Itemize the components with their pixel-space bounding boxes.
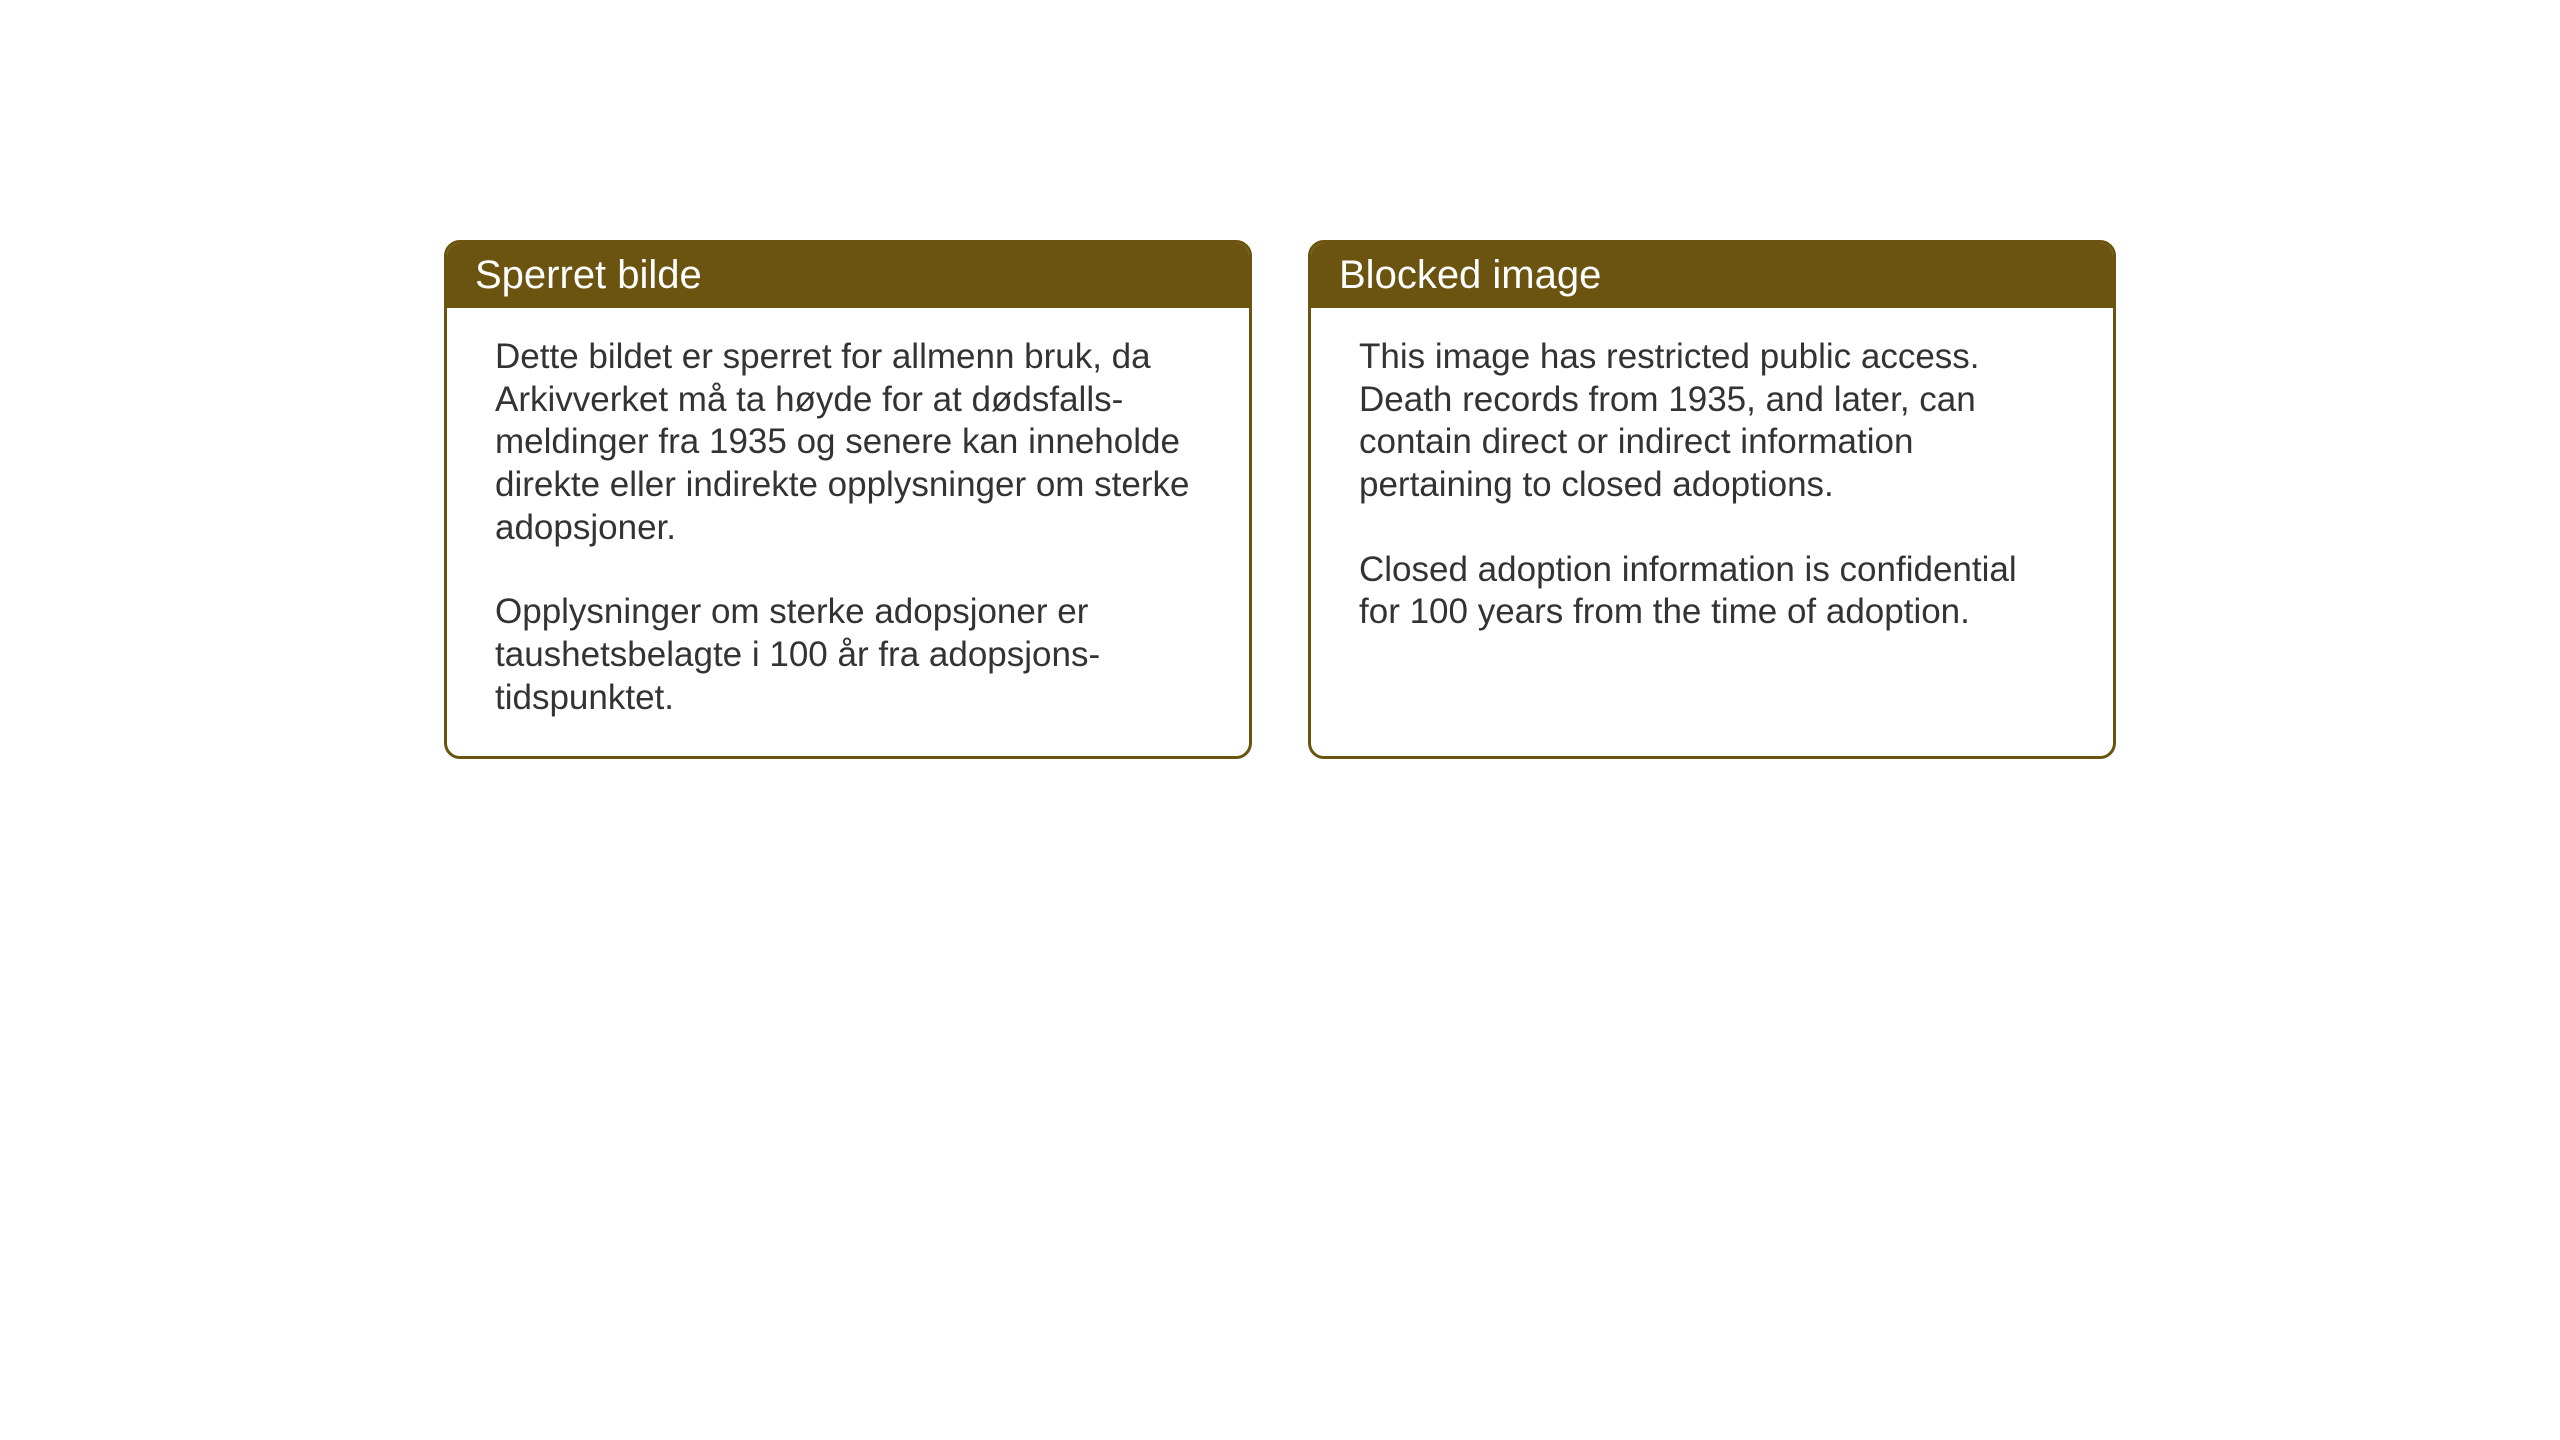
- english-paragraph-1: This image has restricted public access.…: [1359, 336, 2065, 507]
- english-card-title: Blocked image: [1311, 243, 2113, 308]
- english-notice-card: Blocked image This image has restricted …: [1308, 240, 2116, 759]
- norwegian-paragraph-1: Dette bildet er sperret for allmenn bruk…: [495, 336, 1201, 549]
- norwegian-card-body: Dette bildet er sperret for allmenn bruk…: [447, 308, 1249, 756]
- norwegian-notice-card: Sperret bilde Dette bildet er sperret fo…: [444, 240, 1252, 759]
- english-paragraph-2: Closed adoption information is confident…: [1359, 549, 2065, 634]
- english-card-body: This image has restricted public access.…: [1311, 308, 2113, 670]
- notice-container: Sperret bilde Dette bildet er sperret fo…: [444, 240, 2116, 759]
- norwegian-paragraph-2: Opplysninger om sterke adopsjoner er tau…: [495, 591, 1201, 719]
- norwegian-card-title: Sperret bilde: [447, 243, 1249, 308]
